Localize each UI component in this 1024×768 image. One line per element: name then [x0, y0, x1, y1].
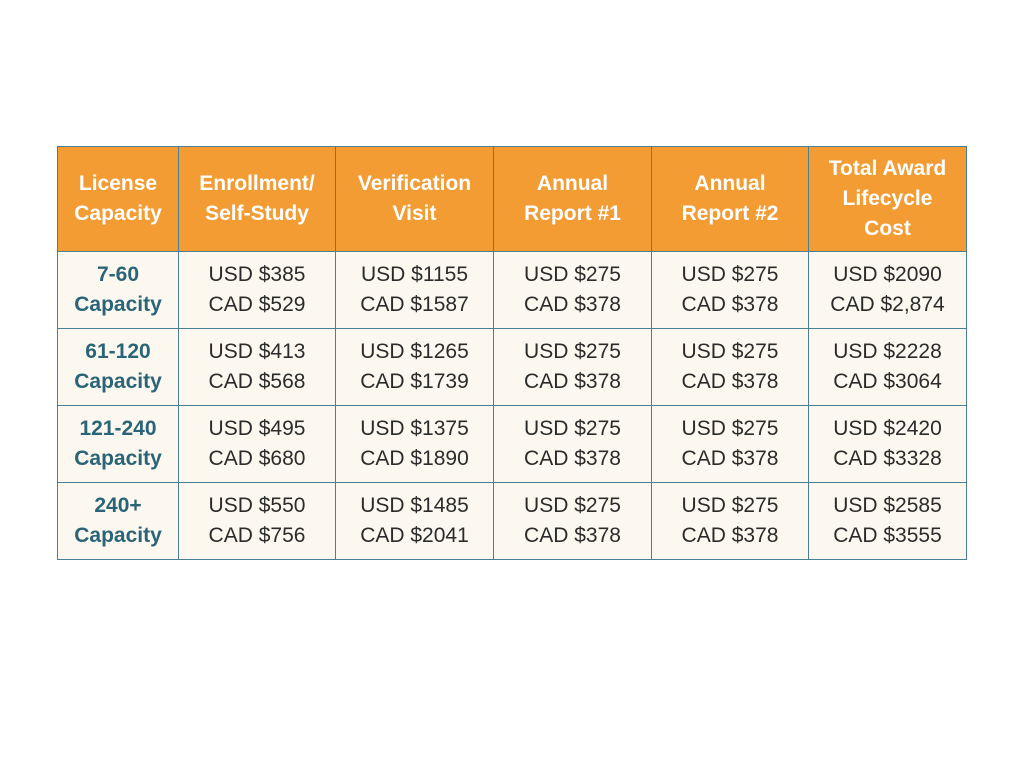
- table-cell: USD $2090 CAD $2,874: [808, 251, 967, 329]
- header-annual-report-2: Annual Report #2: [651, 146, 809, 252]
- table-cell: USD $495 CAD $680: [178, 405, 336, 483]
- table-cell: USD $385 CAD $529: [178, 251, 336, 329]
- header-enrollment-self-study: Enrollment/ Self-Study: [178, 146, 336, 252]
- table-row: 240+ Capacity USD $550 CAD $756 USD $148…: [57, 482, 967, 560]
- table-cell: USD $1485 CAD $2041: [335, 482, 494, 560]
- fee-table: License Capacity Enrollment/ Self-Study …: [57, 146, 967, 560]
- table-row: 7-60 Capacity USD $385 CAD $529 USD $115…: [57, 251, 967, 329]
- table-cell: USD $2585 CAD $3555: [808, 482, 967, 560]
- table-cell: USD $275 CAD $378: [651, 482, 809, 560]
- table-cell: USD $1375 CAD $1890: [335, 405, 494, 483]
- header-annual-report-1: Annual Report #1: [493, 146, 652, 252]
- table-cell: USD $275 CAD $378: [493, 405, 652, 483]
- header-row: License Capacity Enrollment/ Self-Study …: [57, 146, 967, 252]
- table-cell: USD $2228 CAD $3064: [808, 328, 967, 406]
- table-row: 61-120 Capacity USD $413 CAD $568 USD $1…: [57, 328, 967, 406]
- table-cell: USD $275 CAD $378: [651, 251, 809, 329]
- table-cell: USD $275 CAD $378: [493, 251, 652, 329]
- row-label: 240+ Capacity: [57, 482, 179, 560]
- table-cell: USD $275 CAD $378: [651, 405, 809, 483]
- table-cell: USD $550 CAD $756: [178, 482, 336, 560]
- table-cell: USD $413 CAD $568: [178, 328, 336, 406]
- table-cell: USD $275 CAD $378: [493, 328, 652, 406]
- table-cell: USD $1265 CAD $1739: [335, 328, 494, 406]
- table-cell: USD $275 CAD $378: [651, 328, 809, 406]
- table-row: 121-240 Capacity USD $495 CAD $680 USD $…: [57, 405, 967, 483]
- header-verification-visit: Verification Visit: [335, 146, 494, 252]
- header-total-award-lifecycle-cost: Total Award Lifecycle Cost: [808, 146, 967, 252]
- row-label: 61-120 Capacity: [57, 328, 179, 406]
- table-cell: USD $1155 CAD $1587: [335, 251, 494, 329]
- row-label: 121-240 Capacity: [57, 405, 179, 483]
- table-cell: USD $275 CAD $378: [493, 482, 652, 560]
- header-license-capacity: License Capacity: [57, 146, 179, 252]
- row-label: 7-60 Capacity: [57, 251, 179, 329]
- table-cell: USD $2420 CAD $3328: [808, 405, 967, 483]
